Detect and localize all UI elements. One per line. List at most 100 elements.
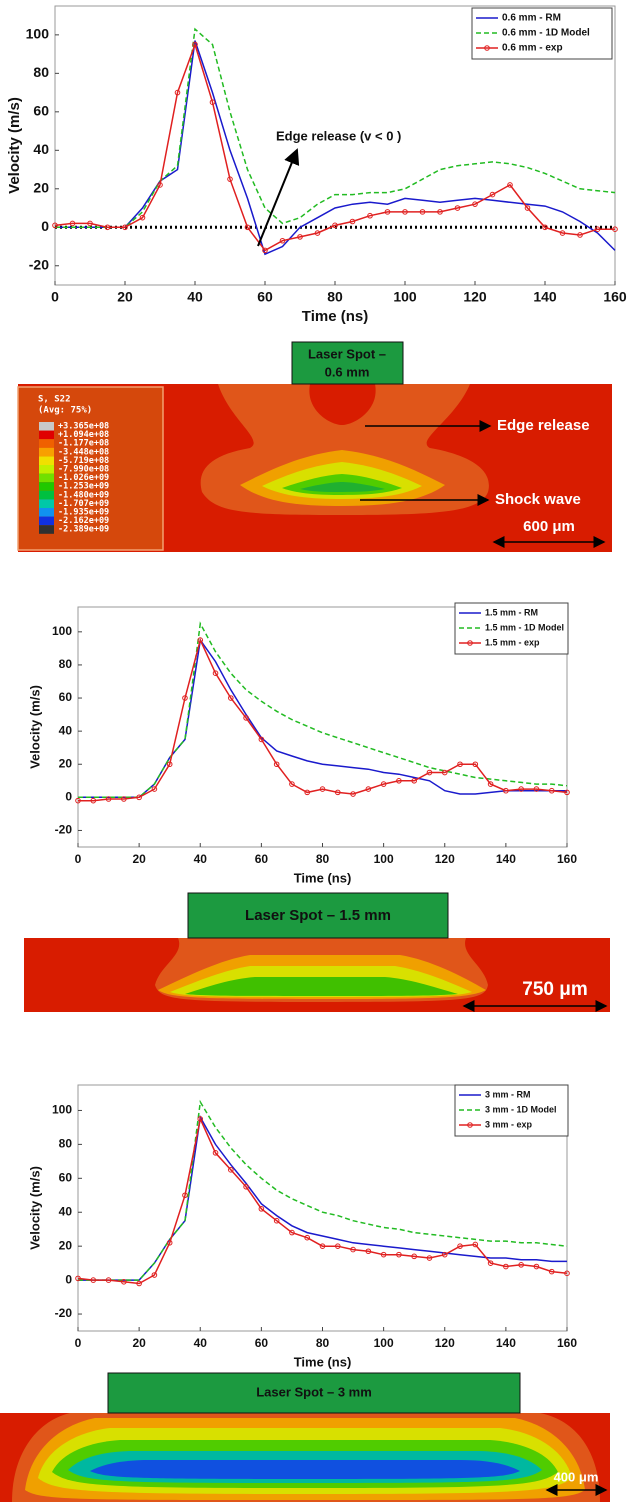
legend-swatch: [39, 508, 54, 517]
legend-label: 3 mm - exp: [485, 1119, 533, 1129]
data-point: [314, 230, 321, 236]
annotation-arrow: [257, 148, 300, 247]
data-point: [402, 209, 408, 215]
data-point: [289, 1229, 295, 1236]
legend-label: 0.6 mm - RM: [502, 13, 561, 24]
legend-label: 1.5 mm - 1D Model: [485, 622, 564, 632]
data-point: [472, 1241, 479, 1248]
data-point: [564, 789, 570, 796]
data-point: [518, 1262, 524, 1268]
data-point: [503, 787, 509, 794]
x-tick-label: 120: [435, 1336, 455, 1350]
legend-swatch: [39, 465, 54, 474]
legend-label: 3 mm - 1D Model: [485, 1104, 557, 1114]
legend-label: -2.162e+09: [58, 516, 109, 526]
data-point: [437, 209, 443, 215]
series-line: [78, 621, 568, 799]
x-tick-label: 40: [194, 852, 208, 866]
data-point: [411, 1253, 417, 1260]
x-tick-label: 0: [51, 289, 59, 305]
data-point: [559, 230, 566, 236]
y-tick-label: 40: [59, 1204, 73, 1218]
data-point: [441, 1251, 448, 1258]
data-point: [157, 182, 163, 188]
data-point: [243, 715, 249, 721]
legend-box: [454, 602, 569, 655]
data-point: [319, 1243, 326, 1249]
legend-label: 1.5 mm - exp: [485, 637, 540, 647]
annotation: Edge release (v < 0 ): [276, 128, 401, 143]
x-tick-label: 20: [117, 289, 133, 305]
legend-label: -3.448e+08: [58, 447, 109, 457]
data-point: [411, 777, 417, 784]
data-point: [52, 222, 58, 229]
data-point: [472, 201, 478, 207]
series-line: [77, 1116, 568, 1285]
data-point: [87, 220, 93, 227]
data-point: [122, 224, 128, 231]
data-point: [380, 781, 387, 787]
legend-marker: [467, 1122, 473, 1128]
y-tick-label: 20: [33, 179, 49, 195]
series-line: [78, 637, 568, 802]
x-tick-label: 140: [496, 852, 516, 866]
data-point: [365, 786, 372, 792]
scale-label: 750 μm: [522, 979, 588, 1000]
data-point: [548, 1268, 555, 1275]
data-point: [319, 786, 326, 792]
series-line: [55, 27, 616, 229]
data-point: [297, 234, 303, 240]
data-point: [75, 1275, 81, 1282]
legend-marker: [467, 640, 473, 646]
data-point: [69, 220, 76, 227]
data-point: [380, 1251, 387, 1258]
contour-region: [309, 384, 376, 425]
y-axis-label: Velocity (m/s): [27, 1166, 42, 1250]
data-point: [594, 226, 601, 232]
contour-panel: Laser Spot – 3 mm 400 μm: [0, 1372, 610, 1502]
data-point: [166, 1239, 173, 1246]
data-point: [548, 787, 555, 794]
line-chart: 0 20 40 60 80 100 120 140 160 -20 0 20 40 60 80 100 Time…: [6, 5, 627, 325]
scale-label: 600 μm: [523, 518, 575, 535]
x-axis-label: Time (ns): [302, 308, 368, 325]
data-point: [564, 1270, 570, 1277]
laser-spot-label: Laser Spot –: [308, 346, 386, 361]
legend-title: S, S22: [38, 395, 71, 405]
y-tick-label: 100: [26, 26, 50, 42]
y-tick-label: 60: [33, 103, 49, 119]
data-point: [350, 791, 356, 797]
data-point: [228, 695, 234, 701]
data-point: [441, 769, 448, 776]
contour-panel: S, S22(Avg: 75%) +3.365e+08+1.094e+08-1.1…: [17, 341, 612, 552]
x-tick-label: 100: [374, 1336, 394, 1350]
legend-label: 3 mm - RM: [485, 1089, 531, 1099]
annotation: Edge release: [497, 417, 590, 434]
data-point: [533, 1263, 540, 1270]
data-point: [227, 176, 233, 182]
annotation: Shock wave: [495, 491, 581, 508]
x-tick-label: 60: [257, 289, 273, 305]
laser-spot-box: [107, 1372, 521, 1414]
data-point: [426, 769, 433, 776]
legend-label: -5.719e+08: [58, 456, 109, 466]
legend-swatch: [39, 422, 54, 431]
series-line: [78, 1099, 568, 1281]
legend-swatch: [39, 430, 54, 440]
data-point: [350, 1246, 356, 1253]
legend-label: +3.365e+08: [58, 422, 109, 432]
legend-label: -1.935e+09: [58, 508, 109, 518]
data-point: [228, 1167, 234, 1173]
data-point: [192, 41, 198, 48]
data-point: [139, 214, 146, 221]
data-point: [612, 226, 618, 232]
laser-spot-box: [291, 341, 404, 385]
data-point: [489, 191, 496, 198]
x-tick-label: 20: [132, 852, 146, 866]
legend-swatch: [39, 439, 54, 448]
legend-label: -1.253e+09: [58, 482, 109, 492]
data-point: [457, 1243, 463, 1249]
x-tick-label: 60: [255, 852, 269, 866]
data-point: [151, 786, 158, 792]
